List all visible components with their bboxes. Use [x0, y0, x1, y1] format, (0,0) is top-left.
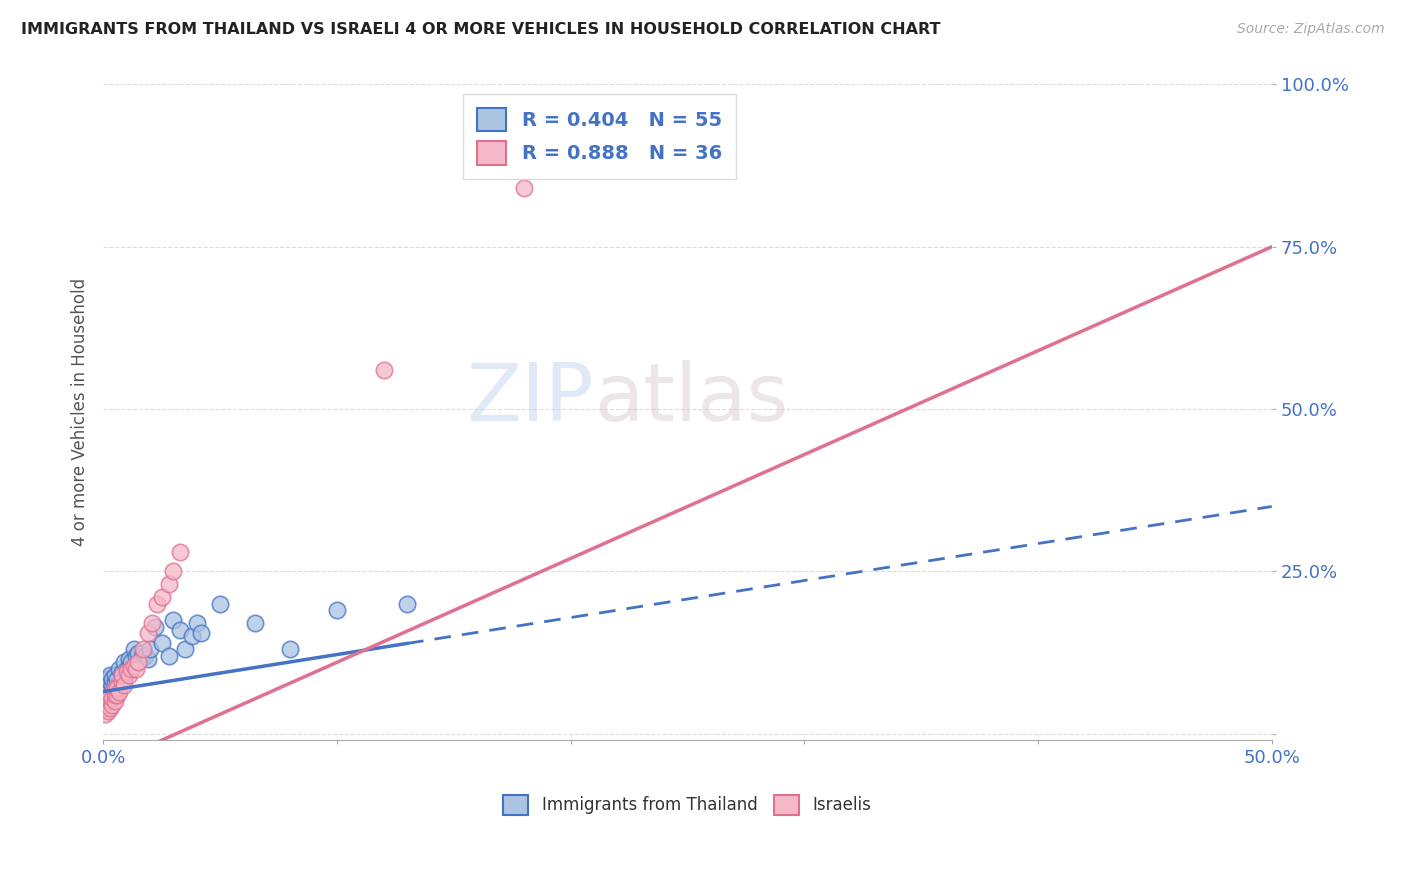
- Point: [97, 698, 120, 712]
- Point: [141, 616, 163, 631]
- Point: [112, 672, 135, 686]
- Point: [139, 642, 162, 657]
- Point: [134, 648, 156, 663]
- Point: [513, 181, 536, 195]
- Point: [111, 674, 134, 689]
- Point: [94, 707, 117, 722]
- Point: [115, 662, 138, 676]
- Point: [104, 688, 127, 702]
- Point: [98, 701, 121, 715]
- Point: [111, 665, 134, 679]
- Point: [169, 545, 191, 559]
- Point: [146, 597, 169, 611]
- Point: [395, 597, 418, 611]
- Point: [98, 668, 121, 682]
- Point: [181, 629, 204, 643]
- Point: [129, 652, 152, 666]
- Point: [122, 642, 145, 657]
- Point: [190, 626, 212, 640]
- Point: [94, 694, 117, 708]
- Y-axis label: 4 or more Vehicles in Household: 4 or more Vehicles in Household: [72, 278, 89, 547]
- Point: [326, 603, 349, 617]
- Point: [143, 620, 166, 634]
- Text: Source: ZipAtlas.com: Source: ZipAtlas.com: [1237, 22, 1385, 37]
- Text: ZIP: ZIP: [467, 360, 593, 438]
- Point: [122, 658, 145, 673]
- Point: [157, 648, 180, 663]
- Point: [120, 656, 142, 670]
- Point: [94, 701, 117, 715]
- Point: [127, 646, 149, 660]
- Point: [94, 688, 117, 702]
- Point: [162, 613, 184, 627]
- Point: [94, 681, 117, 696]
- Point: [97, 691, 120, 706]
- Point: [169, 623, 191, 637]
- Point: [98, 688, 121, 702]
- Legend: Immigrants from Thailand, Israelis: Immigrants from Thailand, Israelis: [496, 788, 879, 822]
- Point: [111, 674, 134, 689]
- Point: [98, 694, 121, 708]
- Point: [118, 652, 141, 666]
- Point: [94, 694, 117, 708]
- Point: [125, 648, 148, 663]
- Point: [118, 668, 141, 682]
- Point: [105, 681, 128, 696]
- Point: [208, 597, 231, 611]
- Point: [104, 674, 127, 689]
- Point: [97, 704, 120, 718]
- Point: [97, 691, 120, 706]
- Point: [174, 642, 197, 657]
- Point: [150, 636, 173, 650]
- Point: [104, 694, 127, 708]
- Point: [104, 688, 127, 702]
- Point: [98, 688, 121, 702]
- Point: [105, 684, 128, 698]
- Point: [97, 672, 120, 686]
- Point: [98, 681, 121, 696]
- Point: [97, 678, 120, 692]
- Point: [101, 678, 124, 692]
- Point: [132, 646, 155, 660]
- Point: [101, 691, 124, 706]
- Point: [136, 626, 159, 640]
- Point: [115, 665, 138, 679]
- Point: [125, 662, 148, 676]
- Point: [97, 684, 120, 698]
- Point: [105, 688, 128, 702]
- Point: [94, 701, 117, 715]
- Point: [127, 656, 149, 670]
- Point: [104, 668, 127, 682]
- Point: [150, 591, 173, 605]
- Point: [104, 681, 127, 696]
- Point: [132, 642, 155, 657]
- Point: [278, 642, 301, 657]
- Text: atlas: atlas: [593, 360, 789, 438]
- Point: [136, 652, 159, 666]
- Point: [186, 616, 208, 631]
- Point: [243, 616, 266, 631]
- Point: [111, 668, 134, 682]
- Point: [98, 674, 121, 689]
- Text: IMMIGRANTS FROM THAILAND VS ISRAELI 4 OR MORE VEHICLES IN HOUSEHOLD CORRELATION : IMMIGRANTS FROM THAILAND VS ISRAELI 4 OR…: [21, 22, 941, 37]
- Point: [105, 672, 128, 686]
- Point: [108, 681, 131, 696]
- Point: [108, 662, 131, 676]
- Point: [101, 672, 124, 686]
- Point: [120, 662, 142, 676]
- Point: [162, 565, 184, 579]
- Point: [101, 698, 124, 712]
- Point: [104, 681, 127, 696]
- Point: [112, 656, 135, 670]
- Point: [101, 684, 124, 698]
- Point: [108, 684, 131, 698]
- Point: [157, 577, 180, 591]
- Point: [98, 694, 121, 708]
- Point: [105, 678, 128, 692]
- Point: [101, 691, 124, 706]
- Point: [112, 678, 135, 692]
- Point: [373, 363, 395, 377]
